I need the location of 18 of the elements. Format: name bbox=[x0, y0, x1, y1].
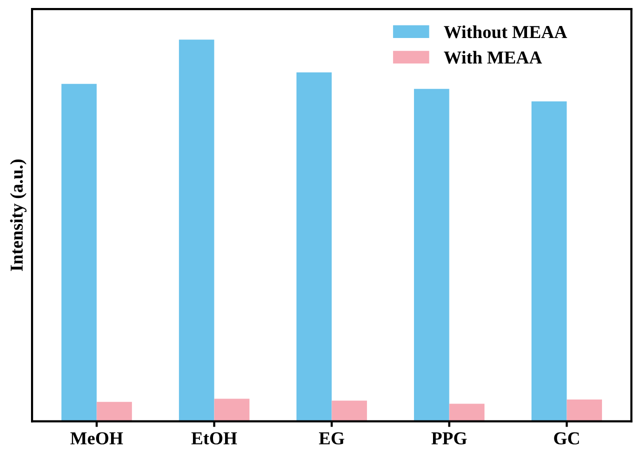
bar bbox=[332, 400, 367, 422]
x-tick-label: EG bbox=[318, 432, 344, 444]
bar bbox=[531, 101, 567, 422]
bar bbox=[96, 402, 132, 422]
bar bbox=[214, 398, 250, 422]
x-tick-label: GC bbox=[554, 432, 579, 444]
x-tick-label: MeOH bbox=[70, 432, 123, 444]
bar bbox=[178, 40, 214, 422]
bar bbox=[449, 404, 484, 422]
bar bbox=[566, 400, 602, 422]
legend-label: Without MEAA bbox=[444, 25, 568, 38]
bar bbox=[61, 84, 97, 422]
y-axis-title: Intensity (a.u.) bbox=[10, 160, 26, 271]
x-tick-label: EtOH bbox=[191, 432, 237, 444]
x-tick-label: PPG bbox=[431, 432, 467, 444]
bar bbox=[414, 88, 450, 422]
bar bbox=[296, 72, 332, 422]
legend-label: With MEAA bbox=[444, 50, 542, 64]
